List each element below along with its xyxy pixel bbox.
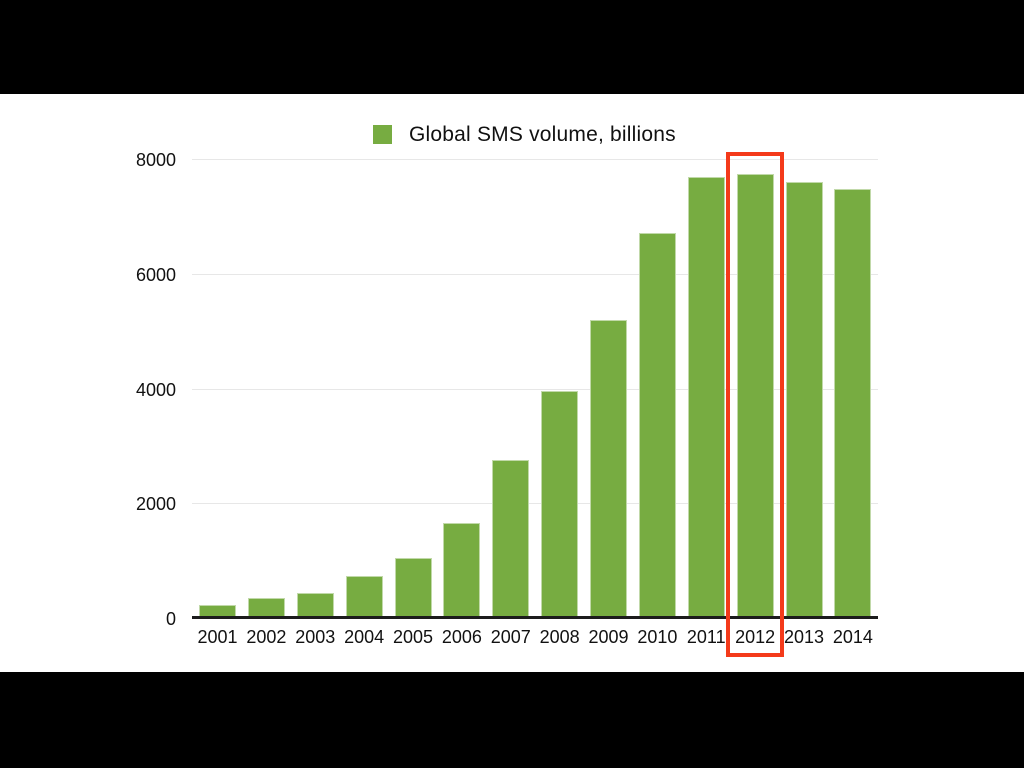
highlight-box-2012 <box>726 152 785 657</box>
gridline-8000 <box>192 159 878 160</box>
x-tick-label-2007: 2007 <box>490 627 531 647</box>
letterbox-top <box>0 0 1024 94</box>
bar-2013 <box>785 181 823 618</box>
legend-swatch-icon <box>373 125 392 144</box>
gridline-2000 <box>192 503 878 505</box>
x-tick-label-2009: 2009 <box>588 627 629 647</box>
x-tick-label-2003: 2003 <box>295 627 336 647</box>
x-axis-line <box>192 616 878 619</box>
y-tick-label-0: 0 <box>165 609 176 629</box>
x-tick-label-2011: 2011 <box>686 627 726 647</box>
y-tick-label-2000: 2000 <box>135 494 176 515</box>
y-tick-label-8000: 8000 <box>135 150 176 170</box>
gridline-4000 <box>192 388 878 390</box>
chart-legend: Global SMS volume, billions <box>373 123 676 146</box>
bar-2014 <box>834 188 872 618</box>
bar-2003 <box>296 593 334 618</box>
x-tick-label-2004: 2004 <box>344 627 385 647</box>
x-tick-label-2010: 2010 <box>637 627 678 647</box>
x-tick-label-2008: 2008 <box>539 627 580 647</box>
bar-2010 <box>638 233 676 618</box>
x-tick-label-2005: 2005 <box>392 627 434 647</box>
x-tick-label-2013: 2013 <box>783 627 825 647</box>
legend-label: Global SMS volume, billions <box>409 122 676 146</box>
bar-2008 <box>541 391 579 618</box>
bar-2002 <box>247 597 285 618</box>
gridline-6000 <box>192 273 878 275</box>
y-tick-label-4000: 4000 <box>135 379 176 400</box>
bar-2006 <box>443 523 481 618</box>
bar-2004 <box>345 576 383 618</box>
x-tick-label-2012: 2012 <box>735 627 776 647</box>
letterbox-bottom <box>0 672 1024 768</box>
bar-2012 <box>736 173 774 618</box>
bar-2005 <box>394 558 432 618</box>
bar-2011 <box>687 176 725 618</box>
bar-2007 <box>492 460 530 618</box>
x-tick-label-2002: 2002 <box>246 627 287 647</box>
bar-2009 <box>590 319 627 618</box>
x-tick-label-2006: 2006 <box>441 627 482 647</box>
x-tick-label-2001: 2001 <box>197 627 238 647</box>
y-tick-label-6000: 6000 <box>135 264 176 285</box>
x-tick-label-2014: 2014 <box>832 627 873 647</box>
